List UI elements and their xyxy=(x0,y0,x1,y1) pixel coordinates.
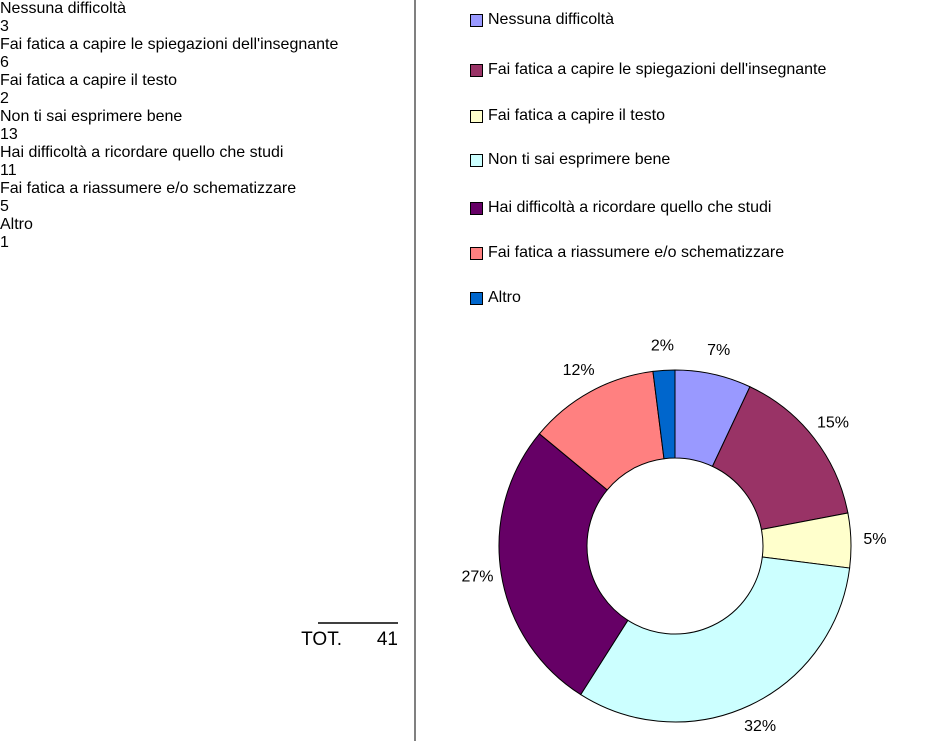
row-label: Nessuna difficoltà xyxy=(0,0,126,17)
slice-label: 32% xyxy=(744,718,776,735)
slice-label: 2% xyxy=(651,338,674,355)
row-label: Fai fatica a riassumere e/o schematizzar… xyxy=(0,180,297,197)
legend-label: Nessuna difficoltà xyxy=(488,11,614,28)
row-count: 1 xyxy=(0,234,9,251)
row-count: 11 xyxy=(0,162,17,179)
row-count: 6 xyxy=(0,54,9,71)
row-count: 2 xyxy=(0,90,9,107)
table-row: Nessuna difficoltà 3 xyxy=(0,0,942,36)
table-row: Hai difficoltà a ricordare quello che st… xyxy=(0,144,942,180)
row-count: 3 xyxy=(0,18,9,35)
legend-entry: Non ti sai esprimere bene xyxy=(470,151,888,169)
donut-slice xyxy=(580,556,851,723)
table-row: Fai fatica a riassumere e/o schematizzar… xyxy=(0,180,942,216)
legend-swatch xyxy=(470,247,483,260)
row-count: 13 xyxy=(0,126,18,143)
legend-entry: Nessuna difficoltà xyxy=(470,11,888,29)
slice-label: 15% xyxy=(817,415,849,432)
slice-label: 12% xyxy=(563,362,595,379)
legend-entry: Hai difficoltà a ricordare quello che st… xyxy=(470,199,888,217)
legend-label: Fai fatica a capire le spiegazioni dell'… xyxy=(488,61,827,78)
row-label: Fai fatica a capire le spiegazioni dell'… xyxy=(0,36,339,53)
table-row: Altro 1 xyxy=(0,216,942,252)
legend-entry: Fai fatica a capire il testo xyxy=(470,107,888,125)
legend-entry: Fai fatica a riassumere e/o schematizzar… xyxy=(470,244,888,262)
slice-label: 7% xyxy=(707,342,730,359)
donut-slice xyxy=(498,433,629,696)
legend-swatch xyxy=(470,292,483,305)
row-count: 5 xyxy=(0,198,9,215)
slice-label: 5% xyxy=(863,531,886,548)
table-row: Non ti sai esprimere bene 13 xyxy=(0,108,942,144)
slice-label: 27% xyxy=(461,569,493,586)
table-row: Fai fatica a capire il testo 2 xyxy=(0,72,942,108)
legend-label: Non ti sai esprimere bene xyxy=(488,151,671,168)
donut-slice xyxy=(711,386,849,531)
legend-label: Altro xyxy=(488,289,521,306)
legend-label: Hai difficoltà a ricordare quello che st… xyxy=(488,199,772,216)
legend-swatch xyxy=(470,64,483,77)
legend-label: Fai fatica a riassumere e/o schematizzar… xyxy=(488,244,785,261)
legend-entry: Fai fatica a capire le spiegazioni dell'… xyxy=(470,61,888,79)
table-row: Fai fatica a capire le spiegazioni dell'… xyxy=(0,36,942,72)
legend-swatch xyxy=(470,14,483,27)
legend-label: Fai fatica a capire il testo xyxy=(488,107,665,124)
row-label: Fai fatica a capire il testo xyxy=(0,72,177,89)
legend-swatch xyxy=(470,110,483,123)
legend-swatch xyxy=(470,154,483,167)
donut-slice xyxy=(652,369,676,460)
row-label: Altro xyxy=(0,216,33,233)
row-label: Non ti sai esprimere bene xyxy=(0,108,183,125)
total-label: TOT. xyxy=(301,629,342,650)
total-value: 41 xyxy=(376,629,398,650)
legend-swatch xyxy=(470,202,483,215)
legend-entry: Altro xyxy=(470,289,888,307)
row-label: Hai difficoltà a ricordare quello che st… xyxy=(0,144,284,161)
data-table: Nessuna difficoltà 3 Fai fatica a capire l… xyxy=(0,0,942,650)
